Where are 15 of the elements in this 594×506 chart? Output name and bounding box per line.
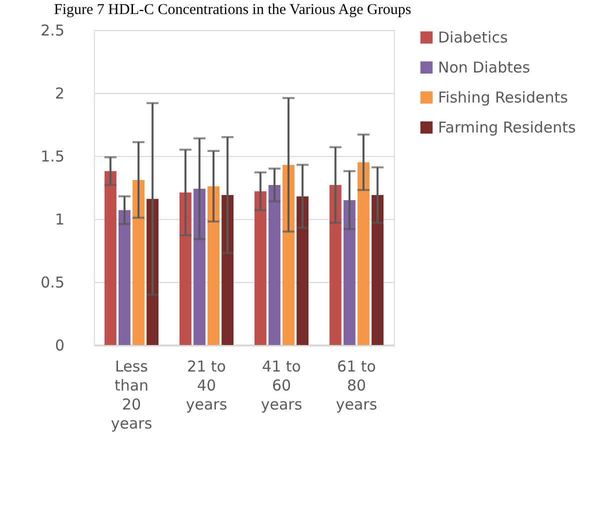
legend-label: Fishing Residents [438,88,568,106]
y-tick-label: 1.5 [40,148,64,166]
y-tick-label: 2 [54,84,64,102]
chart-title: Figure 7 HDL-C Concentrations in the Various Age Groups [54,2,412,18]
x-tick-label: Less than 20 years [110,358,152,432]
x-tick-label: 21 to 40 years [186,358,228,414]
x-tick-label: 41 to 60 years [260,358,302,414]
y-tick-label: 1 [54,210,64,228]
x-tick-label: 61 to 80 years [336,358,378,414]
y-tick-label: 2.5 [40,22,64,40]
legend-label: Farming Residents [438,118,576,136]
legend-label: Non Diabtes [438,58,530,76]
y-tick-label: 0.5 [40,274,64,292]
legend-label: Diabetics [438,28,508,46]
y-tick-label: 0 [54,336,64,354]
